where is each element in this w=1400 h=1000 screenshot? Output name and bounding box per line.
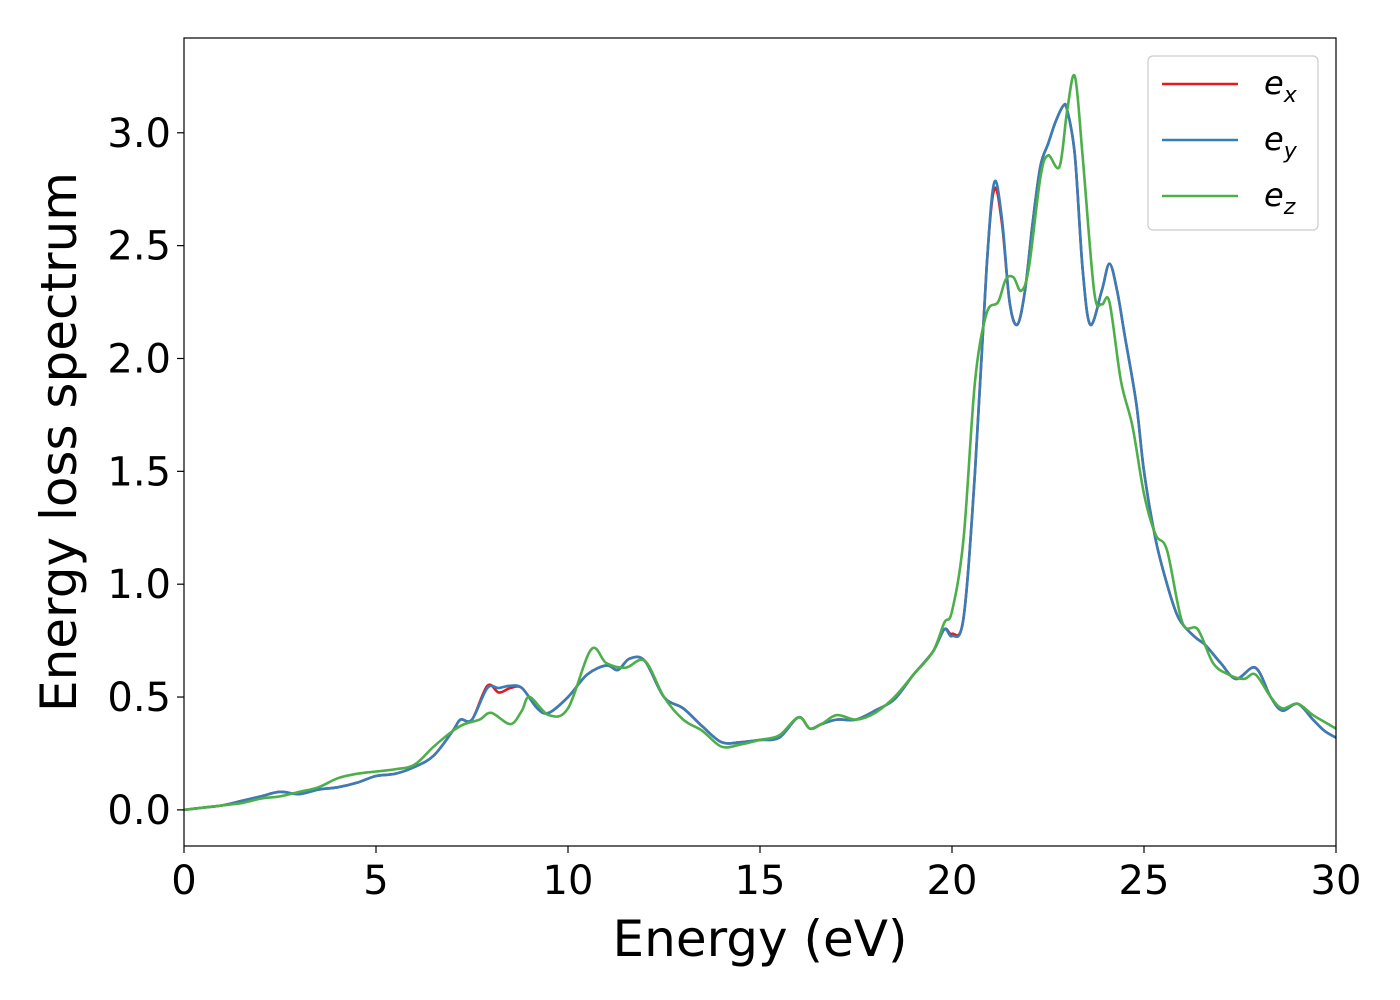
y-axis-ticks: 0.0 0.5 1.0 1.5 2.0 2.5 3.0: [107, 111, 184, 834]
legend: ex ey ez: [1147, 55, 1319, 231]
y-axis-label: Energy loss spectrum: [30, 172, 88, 712]
y-tick-label: 1.5: [107, 449, 171, 495]
x-axis-ticks: 0 5 10 15 20 25 30: [171, 846, 1361, 904]
y-tick-label: 0.5: [107, 675, 171, 721]
x-tick-label: 30: [1311, 858, 1362, 904]
series-layer: [184, 73, 1336, 812]
x-tick-label: 25: [1119, 858, 1170, 904]
x-tick-label: 20: [927, 858, 978, 904]
series-line-ez: [184, 73, 1336, 812]
x-tick-label: 10: [543, 858, 594, 904]
legend-label-ex: ex: [1264, 64, 1298, 108]
y-tick-label: 1.0: [107, 562, 171, 608]
legend-label-ez: ez: [1264, 176, 1296, 220]
x-tick-label: 0: [171, 858, 196, 904]
legend-items: ex ey ez: [1162, 64, 1298, 220]
y-tick-label: 3.0: [107, 111, 171, 157]
y-tick-label: 2.5: [107, 224, 171, 270]
legend-label-ey: ey: [1264, 120, 1298, 164]
x-axis-label: Energy (eV): [613, 910, 908, 968]
x-tick-label: 15: [735, 858, 786, 904]
x-tick-label: 5: [363, 858, 388, 904]
y-tick-label: 2.0: [107, 336, 171, 382]
legend-box: [1147, 55, 1319, 231]
y-tick-label: 0.0: [107, 788, 171, 834]
